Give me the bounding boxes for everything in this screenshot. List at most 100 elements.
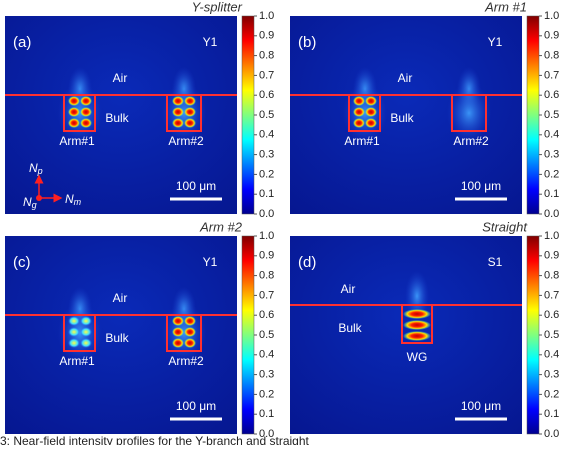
colorbar-tick-label: 0.5 — [259, 109, 274, 121]
air-label: Air — [341, 282, 356, 296]
mode-spot — [172, 96, 184, 106]
mode-spot — [184, 338, 196, 348]
scale-label: 100 μm — [176, 179, 216, 193]
mode-spot — [353, 107, 365, 117]
colorbar-tick-label: 0.2 — [544, 168, 559, 180]
colorbar-tick-label: 0.8 — [544, 50, 559, 62]
arm-box — [63, 314, 96, 352]
mode-spot — [172, 118, 184, 128]
mode-spot — [184, 96, 196, 106]
mode-spot — [184, 118, 196, 128]
colorbar-tick-label: 0.7 — [259, 69, 274, 81]
axis-base: N — [29, 161, 38, 175]
glow — [405, 271, 429, 321]
mode-spot — [80, 96, 92, 106]
colorbar-tick-label: 1.0 — [544, 10, 559, 22]
mode-spot — [403, 320, 431, 330]
mode-spot — [403, 309, 431, 319]
colorbar-tick-label: 0.8 — [544, 270, 559, 282]
colorbar-tick-label: 0.7 — [544, 289, 559, 301]
axis-sub: g — [32, 200, 37, 210]
panel: WG Air Bulk (d) S1 100 μm Straight 0.0 0.1 0.2 0.3… — [290, 219, 559, 440]
colorbar-tick-label: 0.0 — [544, 208, 559, 220]
colorbar-tick-label: 0.6 — [544, 89, 559, 101]
bulk-label: Bulk — [105, 111, 129, 125]
colorbar-tick-label: 0.0 — [259, 208, 274, 220]
panel-title: Arm #2 — [199, 219, 243, 234]
arm-label: Arm#2 — [453, 134, 489, 148]
panel-tag: S1 — [488, 255, 503, 269]
panel-letter: (d) — [298, 254, 316, 271]
colorbar-tick-label: 0.9 — [259, 250, 274, 262]
mode-spot — [365, 107, 377, 117]
mode-spot — [68, 316, 80, 326]
arm-label: WG — [407, 350, 428, 364]
arm-label: Arm#2 — [168, 134, 204, 148]
colorbar-tick-label: 0.2 — [544, 388, 559, 400]
mode-spot — [172, 327, 184, 337]
arm-box — [451, 94, 487, 132]
caption: 3: Near-field intensity profiles for the… — [0, 434, 310, 445]
colorbar — [526, 15, 540, 215]
panel: Arm#1 Arm#2 Air Bulk (c) Y1 100 μm Arm #2 0.0 0.1… — [5, 219, 274, 440]
mode-spot — [172, 338, 184, 348]
mode-spot — [80, 338, 92, 348]
mode-spot — [68, 118, 80, 128]
colorbar — [526, 235, 540, 435]
colorbar-tick-label: 0.6 — [259, 309, 274, 321]
colorbar-tick-label: 0.5 — [544, 329, 559, 341]
colorbar-tick-label: 0.9 — [259, 30, 274, 42]
air-label: Air — [113, 71, 128, 85]
colorbar-tick-label: 0.0 — [544, 428, 559, 440]
colorbar-tick-label: 0.5 — [259, 329, 274, 341]
panel-letter: (c) — [13, 254, 31, 271]
arm-label: Arm#1 — [59, 134, 95, 148]
colorbar-tick-label: 0.4 — [259, 129, 274, 141]
mode-spot — [68, 107, 80, 117]
axis-sub: m — [74, 197, 82, 207]
panel-tag: Y1 — [203, 35, 218, 49]
colorbar-tick-label: 0.1 — [259, 408, 274, 420]
axis-dot — [36, 195, 42, 201]
air-label: Air — [113, 291, 128, 305]
bulk-label: Bulk — [105, 331, 129, 345]
colorbar-tick-label: 0.6 — [544, 309, 559, 321]
arm-label: Arm#1 — [59, 354, 95, 368]
panel-title: Straight — [482, 219, 528, 234]
mode-spot — [184, 316, 196, 326]
mode-spot — [68, 96, 80, 106]
colorbar-tick-label: 0.3 — [259, 369, 274, 381]
mode-spot — [172, 316, 184, 326]
colorbar — [241, 15, 255, 215]
axis-label: Nm — [65, 192, 82, 207]
colorbar-tick-label: 0.0 — [259, 428, 274, 440]
mode-spot — [365, 118, 377, 128]
mode-spot — [365, 96, 377, 106]
axis-label: Np — [29, 161, 43, 176]
colorbar-tick-label: 0.7 — [544, 69, 559, 81]
arm-box — [166, 94, 202, 132]
panel: Arm#1 Arm#2 Air Bulk (b) Y1 100 μm Arm #1 0.0 0.1… — [290, 0, 559, 220]
arm-label: Arm#2 — [168, 354, 204, 368]
glow — [343, 83, 387, 143]
colorbar-tick-label: 0.3 — [259, 149, 274, 161]
colorbar-tick-label: 0.9 — [544, 30, 559, 42]
glow — [58, 303, 102, 363]
glow — [58, 83, 102, 143]
colorbar-tick-label: 0.1 — [259, 188, 274, 200]
colorbar-tick-label: 1.0 — [259, 10, 274, 22]
colorbar-tick-label: 0.4 — [259, 349, 274, 361]
mode-spot — [68, 338, 80, 348]
bulk-label: Bulk — [390, 111, 414, 125]
panel-title: Arm #1 — [484, 0, 527, 14]
mode-spot — [80, 327, 92, 337]
glow — [162, 83, 206, 143]
mode-spot — [172, 107, 184, 117]
mode-spot — [80, 118, 92, 128]
colorbar-tick-label: 0.3 — [544, 149, 559, 161]
mode-spot — [184, 327, 196, 337]
glow — [162, 303, 206, 363]
axis-base: N — [23, 195, 32, 209]
